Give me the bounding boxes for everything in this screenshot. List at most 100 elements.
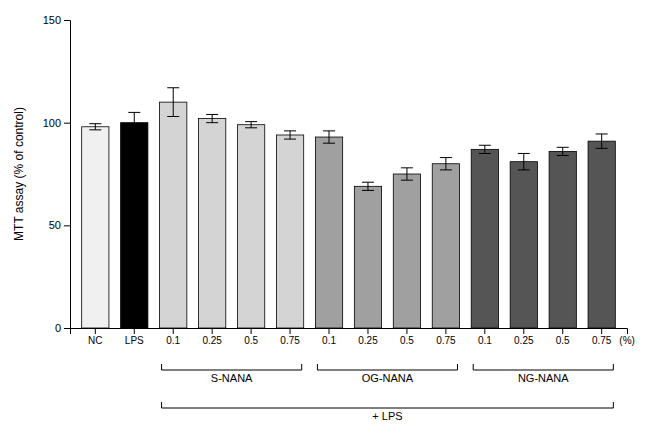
x-tick: 0.25	[202, 328, 222, 346]
error-bar-cap	[323, 143, 335, 144]
error-bar-stem	[523, 153, 524, 169]
bar	[510, 162, 537, 328]
x-tick-mark	[134, 328, 135, 334]
x-tick-mark	[173, 328, 174, 334]
x-tick-label: 0.5	[400, 335, 414, 346]
x-tick-mark	[367, 328, 368, 334]
x-tick: 0.5	[400, 328, 414, 346]
bracket-label: OG-NANA	[362, 372, 414, 384]
error-bar-stem	[445, 158, 446, 170]
x-tick-label: 0.75	[436, 335, 456, 346]
x-tick-label: 0.25	[358, 335, 378, 346]
bar	[199, 119, 226, 328]
x-tick-label: LPS	[125, 335, 144, 346]
x-tick: 0.25	[514, 328, 534, 346]
x-tick-label: 0.25	[202, 335, 222, 346]
x-tick: 0.1	[166, 328, 180, 346]
bar	[276, 135, 303, 328]
error-bar-cap	[128, 132, 140, 133]
error-bar-stem	[134, 112, 135, 133]
error-bar-cap	[557, 147, 569, 148]
error-bar	[245, 122, 257, 128]
bracket: NG-NANA	[473, 364, 613, 384]
error-bar-stem	[290, 131, 291, 139]
error-bar	[479, 145, 491, 153]
y-tick: 0	[55, 322, 70, 334]
error-bar-cap	[284, 130, 296, 131]
x-tick: NC	[88, 328, 102, 346]
bar	[237, 125, 264, 328]
error-bar-cap	[128, 112, 140, 113]
x-tick-mark	[212, 328, 213, 334]
error-bar-cap	[440, 157, 452, 158]
error-bar-cap	[206, 114, 218, 115]
error-bar	[167, 88, 179, 117]
error-bar	[284, 131, 296, 139]
x-tick: 0.75	[436, 328, 456, 346]
x-tick-mark	[523, 328, 524, 334]
x-tick-label: 0.1	[166, 335, 180, 346]
bracket-label: NG-NANA	[518, 372, 569, 384]
y-tick-mark	[64, 123, 70, 124]
x-tick: 0.5	[556, 328, 570, 346]
x-tick-mark	[406, 328, 407, 334]
error-bar-cap	[245, 121, 257, 122]
bracket-line	[162, 402, 614, 408]
error-bar-stem	[601, 134, 602, 148]
y-tick: 50	[49, 219, 70, 231]
error-bar-cap	[245, 127, 257, 128]
error-bar-stem	[173, 88, 174, 117]
x-tick: 0.25	[358, 328, 378, 346]
y-tick-mark	[64, 20, 70, 21]
error-bar-cap	[89, 123, 101, 124]
error-bar	[401, 168, 413, 180]
error-bar	[557, 147, 569, 155]
x-tick-label: 0.75	[592, 335, 612, 346]
x-axis-title: (%)	[619, 335, 635, 346]
x-tick-label: 0.5	[244, 335, 258, 346]
bracket-line	[473, 364, 613, 370]
y-axis: 050100150	[43, 14, 71, 334]
x-axis-line	[71, 329, 628, 335]
error-bar-cap	[401, 180, 413, 181]
x-tick-mark	[95, 328, 96, 334]
x-tick-label: NC	[88, 335, 102, 346]
bar	[471, 149, 498, 328]
error-bar	[362, 182, 374, 190]
bracket-label: + LPS	[372, 410, 402, 422]
y-tick-label: 50	[49, 219, 61, 231]
error-bar-cap	[362, 190, 374, 191]
x-tick-label: 0.75	[280, 335, 300, 346]
plot: 050100150NCLPS0.10.250.50.750.10.250.50.…	[43, 14, 635, 422]
error-bar-stem	[251, 122, 252, 128]
bar	[354, 186, 381, 328]
error-bar	[206, 114, 218, 122]
x-tick-label: 0.25	[514, 335, 534, 346]
bar	[549, 151, 576, 328]
x-tick: 0.75	[280, 328, 300, 346]
error-bar-cap	[323, 130, 335, 131]
error-bar-stem	[329, 131, 330, 143]
error-bar-cap	[284, 139, 296, 140]
error-bar-cap	[596, 133, 608, 134]
chart: 050100150NCLPS0.10.250.50.750.10.250.50.…	[0, 0, 672, 443]
error-bar-cap	[479, 145, 491, 146]
error-bar-cap	[596, 148, 608, 149]
x-tick: 0.1	[478, 328, 492, 346]
y-tick-label: 0	[55, 322, 61, 334]
x-tick-mark	[290, 328, 291, 334]
annotations: S-NANA OG-NANA NG-NANA + LPS	[162, 364, 614, 422]
x-tick: 0.5	[244, 328, 258, 346]
bar	[393, 174, 420, 328]
bracket-label: S-NANA	[211, 372, 253, 384]
x-tick-mark	[601, 328, 602, 334]
bar	[121, 123, 148, 328]
bracket: S-NANA	[162, 364, 302, 384]
error-bar-cap	[518, 169, 530, 170]
error-bar-cap	[206, 122, 218, 123]
error-bar	[323, 131, 335, 143]
error-bar-stem	[562, 147, 563, 155]
x-tick: 0.75	[592, 328, 612, 346]
y-axis-title: MTT assay (% of control)	[12, 107, 26, 241]
bar	[588, 141, 615, 328]
